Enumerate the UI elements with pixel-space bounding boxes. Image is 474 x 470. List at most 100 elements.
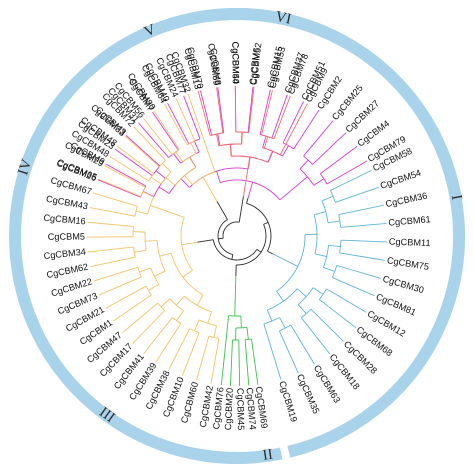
leaf-label: CgCBM30: [382, 274, 425, 296]
backbone-arc: [246, 202, 272, 252]
terminal-branch: [245, 347, 250, 386]
node-arc: [182, 153, 197, 162]
internal-branch: [320, 165, 332, 175]
clade-label-II: II: [262, 447, 274, 464]
terminal-branch: [164, 104, 181, 133]
terminal-branch: [330, 307, 357, 328]
leaf-label: CgCBM52: [249, 42, 264, 85]
backbone-arc: [217, 219, 233, 255]
terminal-branch: [274, 95, 291, 138]
terminal-branch: [143, 318, 172, 354]
clade-stem: [234, 275, 237, 316]
terminal-branch: [300, 110, 320, 138]
internal-branch: [326, 179, 335, 185]
backbone-branch: [263, 221, 269, 225]
internal-branch: [279, 131, 293, 155]
internal-branch: [190, 142, 197, 154]
terminal-branch: [210, 352, 217, 384]
internal-branch: [206, 336, 210, 344]
leaf-labels: CgCBM26CgCBM9CgCBM23CgCBM3CgCBM31CgCBM7C…: [43, 42, 431, 431]
internal-branch: [193, 140, 200, 153]
terminal-branch: [143, 118, 168, 149]
clade-stem: [247, 182, 254, 198]
internal-branch: [336, 264, 351, 270]
internal-branch: [175, 295, 185, 306]
ring-segment-IV: [9, 116, 213, 463]
internal-branch: [206, 121, 211, 136]
node-arc: [169, 298, 184, 312]
terminal-branch: [234, 86, 237, 131]
terminal-branch: [181, 334, 199, 376]
leaf-label: CgCBM74: [245, 387, 258, 430]
ring-segment-VI: [164, 8, 357, 52]
internal-branch: [193, 319, 200, 332]
terminal-branch: [313, 132, 347, 164]
node-arc: [245, 338, 252, 341]
internal-branch: [196, 294, 204, 306]
terminal-branch: [252, 352, 259, 385]
node-arc: [144, 232, 147, 251]
terminal-branch: [187, 94, 203, 136]
internal-branch: [179, 132, 188, 146]
terminal-branch: [200, 90, 212, 134]
internal-branch: [314, 253, 327, 257]
internal-branch: [276, 291, 284, 302]
internal-branch: [175, 151, 184, 162]
internal-branch: [263, 323, 269, 338]
leaf-label: CgCBM35: [295, 373, 321, 416]
terminal-branch: [175, 98, 193, 134]
terminal-branch: [105, 292, 134, 309]
internal-branch: [279, 176, 308, 201]
terminal-branch: [247, 86, 254, 131]
backbone-branch: [267, 250, 273, 255]
internal-branch: [271, 130, 275, 139]
terminal-branch: [104, 165, 139, 184]
internal-branch: [340, 225, 355, 228]
internal-branch: [154, 270, 166, 277]
internal-branch: [121, 256, 136, 261]
leaf-label: CgCBM19: [277, 380, 299, 423]
terminal-branch: [125, 134, 150, 158]
terminal-branch: [155, 329, 177, 363]
internal-branch: [119, 224, 134, 227]
terminal-branch: [168, 340, 184, 370]
internal-branch: [213, 325, 217, 338]
node-arc: [174, 167, 196, 186]
leaf-label: CgCBM44: [230, 42, 240, 84]
internal-branch: [335, 199, 344, 203]
internal-branch: [221, 118, 225, 133]
leaf-label: CgCBM61: [388, 214, 431, 228]
internal-branch: [182, 269, 193, 278]
internal-branch: [158, 186, 170, 194]
terminal-branch: [114, 148, 151, 175]
internal-branch: [133, 285, 147, 294]
internal-branch: [176, 323, 182, 331]
internal-branch: [173, 153, 182, 164]
leaf-label: CgCBM16: [43, 213, 86, 227]
internal-branch: [282, 145, 289, 157]
node-arc: [339, 240, 342, 253]
terminal-branch: [267, 337, 282, 380]
internal-branch: [244, 339, 247, 348]
leaf-label: CgCBM20: [223, 388, 235, 431]
leaf-label: CgCBM50: [230, 42, 240, 85]
terminal-branch: [197, 90, 207, 123]
internal-branch: [266, 309, 273, 322]
terminal-branch: [217, 87, 223, 120]
tree-branches: [87, 86, 387, 386]
internal-branch: [145, 240, 158, 242]
terminal-branch: [342, 169, 373, 185]
node-arc: [192, 171, 216, 185]
internal-branch: [267, 150, 273, 163]
node-arc: [160, 171, 172, 185]
node-arc: [140, 186, 146, 197]
internal-branch: [282, 140, 285, 143]
backbone-branch: [218, 237, 224, 240]
clade-ring: [9, 8, 465, 464]
internal-branch: [182, 328, 191, 342]
internal-branch: [267, 151, 274, 163]
node-arc: [319, 173, 328, 185]
clade-stem: [272, 253, 299, 267]
internal-branch: [241, 132, 243, 145]
terminal-branch: [302, 319, 331, 355]
